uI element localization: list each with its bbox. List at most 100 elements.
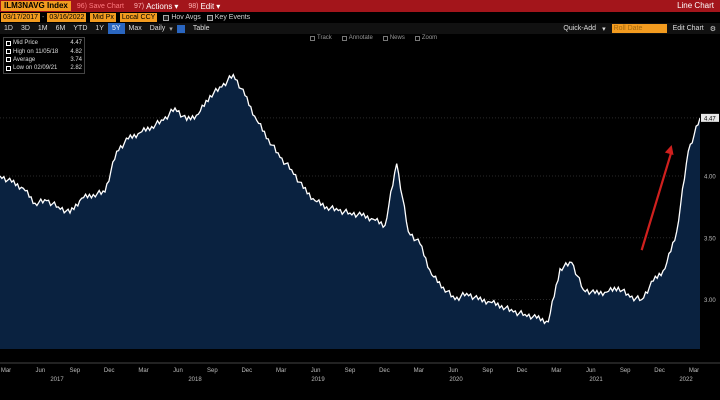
legend-swatch: [6, 65, 11, 71]
pencil-icon: [341, 35, 347, 41]
zoom-tool-label: Zoom: [421, 35, 438, 41]
x-tick-label-17: Jun: [586, 368, 596, 374]
trend-arrow-head: [664, 145, 674, 155]
gear-icon[interactable]: ⚙: [709, 25, 716, 33]
legend-label: Low on 02/09/21: [13, 65, 58, 72]
checkbox-icon: [163, 14, 170, 21]
end-date-field[interactable]: 03/16/2022: [47, 13, 87, 22]
chart-legend: Mid Price 4.47 High on 11/05/18 4.82 Ave…: [3, 37, 85, 74]
magnifier-icon: [414, 35, 420, 41]
x-axis: Mar Jun Sep Dec Mar Jun Sep Dec Mar Jun Sep Dec Mar J…: [0, 362, 720, 400]
x-year-label-2017: 2017: [50, 377, 64, 383]
price-chart[interactable]: 3.00 3.50 4.00 4.47 Mar Jun Sep Dec Mar Jun Sep De…: [0, 34, 720, 400]
options-row: 03/17/2017 - 03/16/2022 Mid Px Local CCY…: [0, 12, 720, 23]
legend-label: Mid Price: [13, 40, 39, 47]
roll-date-input[interactable]: Roll Date: [611, 24, 667, 33]
y-tick-label-1: 3.50: [704, 236, 716, 242]
trend-arrow-shaft: [640, 150, 673, 251]
edit-chart-button[interactable]: Edit Chart: [672, 25, 704, 32]
edit-menu[interactable]: 98) Edit ▾: [188, 2, 220, 11]
price-area-fill: [0, 74, 700, 349]
range-6m[interactable]: 6M: [55, 25, 66, 32]
chevron-down-icon: ▾: [174, 1, 179, 11]
x-tick-label-10: Sep: [345, 368, 356, 374]
security-ticker[interactable]: ILM3NAVG Index: [1, 1, 71, 11]
actions-menu[interactable]: 97) Actions ▾: [134, 2, 178, 11]
x-tick-label-19: Dec: [654, 368, 665, 374]
track-tool-label: Track: [317, 35, 332, 41]
chevron-down-icon: ▾: [216, 1, 221, 11]
track-tool[interactable]: Track: [310, 35, 332, 41]
x-tick-label-2: Sep: [69, 368, 80, 374]
legend-row-mid-price: Mid Price 4.47: [6, 39, 82, 47]
news-icon: [382, 35, 388, 41]
zoom-tool[interactable]: Zoom: [414, 35, 438, 41]
annotate-tool[interactable]: Annotate: [341, 35, 373, 41]
legend-swatch: [6, 49, 11, 55]
x-tick-label-14: Sep: [482, 368, 493, 374]
news-tool-label: News: [389, 35, 405, 41]
chart-type-icon[interactable]: [176, 24, 185, 33]
legend-swatch: [6, 40, 11, 46]
hov-avgs-toggle[interactable]: Hov Avgs: [163, 14, 201, 21]
date-separator: -: [42, 14, 45, 21]
edit-menu-label: Edit: [200, 1, 215, 11]
trend-arrow: [640, 145, 674, 251]
range-3d[interactable]: 3D: [20, 25, 30, 32]
x-tick-label-7: Dec: [241, 368, 252, 374]
price-field-select[interactable]: Mid Px: [90, 13, 116, 22]
key-events-label: Key Events: [214, 14, 251, 21]
x-tick-label-9: Jun: [311, 368, 321, 374]
legend-label: Average: [13, 56, 36, 63]
legend-row-low: Low on 02/09/21 2.82: [6, 64, 82, 72]
chevron-down-icon: ▾: [169, 25, 173, 33]
x-tick-label-20: Mar: [689, 368, 699, 374]
edit-menu-number: 98): [188, 2, 199, 10]
save-chart-button[interactable]: 96) Save Chart: [76, 2, 124, 10]
x-tick-label-8: Mar: [276, 368, 286, 374]
legend-label: High on 11/05/18: [13, 48, 59, 55]
chart-tools: Track Annotate News Zoom: [310, 34, 437, 42]
chevron-down-icon: ▾: [602, 25, 606, 33]
y-axis-band: [700, 34, 720, 363]
y-tick-label-3: 4.47: [704, 116, 716, 122]
range-5y[interactable]: 5Y: [107, 23, 125, 34]
news-tool[interactable]: News: [382, 35, 405, 41]
table-button[interactable]: Table: [192, 25, 210, 32]
key-events-toggle[interactable]: Key Events: [206, 14, 251, 21]
crosshair-icon: [310, 35, 315, 41]
range-ytd[interactable]: YTD: [73, 25, 88, 32]
x-year-label-2019: 2019: [311, 377, 325, 383]
x-tick-label-5: Jun: [173, 368, 183, 374]
legend-value: 4.47: [70, 40, 82, 47]
legend-value: 3.74: [70, 56, 82, 63]
range-toolbar: 1D 3D 1M 6M YTD 1Y 5Y Max Daily ▾ Table …: [0, 23, 720, 34]
range-1d[interactable]: 1D: [4, 25, 13, 32]
annotate-tool-label: Annotate: [348, 35, 373, 41]
chart-type-label: Line Chart: [677, 1, 714, 10]
quick-add-button[interactable]: Quick-Add: [563, 25, 597, 32]
currency-select[interactable]: Local CCY: [119, 13, 158, 22]
x-tick-label-0: Mar: [1, 368, 11, 374]
x-year-label-2018: 2018: [188, 377, 202, 383]
x-tick-label-4: Mar: [138, 368, 148, 374]
actions-menu-number: 97): [133, 2, 145, 10]
x-tick-label-18: Sep: [620, 368, 631, 374]
checkbox-icon: [206, 14, 213, 21]
range-1y[interactable]: 1Y: [95, 25, 104, 32]
range-1m[interactable]: 1M: [37, 25, 48, 32]
start-date-field[interactable]: 03/17/2017: [1, 13, 41, 22]
x-tick-label-12: Mar: [414, 368, 424, 374]
x-tick-label-16: Mar: [551, 368, 561, 374]
x-year-label-2020: 2020: [449, 377, 463, 383]
x-tick-label-3: Dec: [104, 368, 115, 374]
legend-value: 4.82: [70, 48, 82, 55]
x-axis-band: [0, 363, 720, 400]
x-tick-label-6: Sep: [207, 368, 218, 374]
price-chart-svg[interactable]: 3.00 3.50 4.00 4.47 Mar Jun Sep Dec Mar Jun Sep De…: [0, 34, 720, 400]
actions-menu-label: Actions: [146, 1, 173, 11]
period-select[interactable]: Daily: [149, 25, 166, 32]
x-year-label-2021: 2021: [589, 377, 603, 383]
legend-row-average: Average 3.74: [6, 56, 82, 64]
range-max[interactable]: Max: [128, 25, 142, 32]
